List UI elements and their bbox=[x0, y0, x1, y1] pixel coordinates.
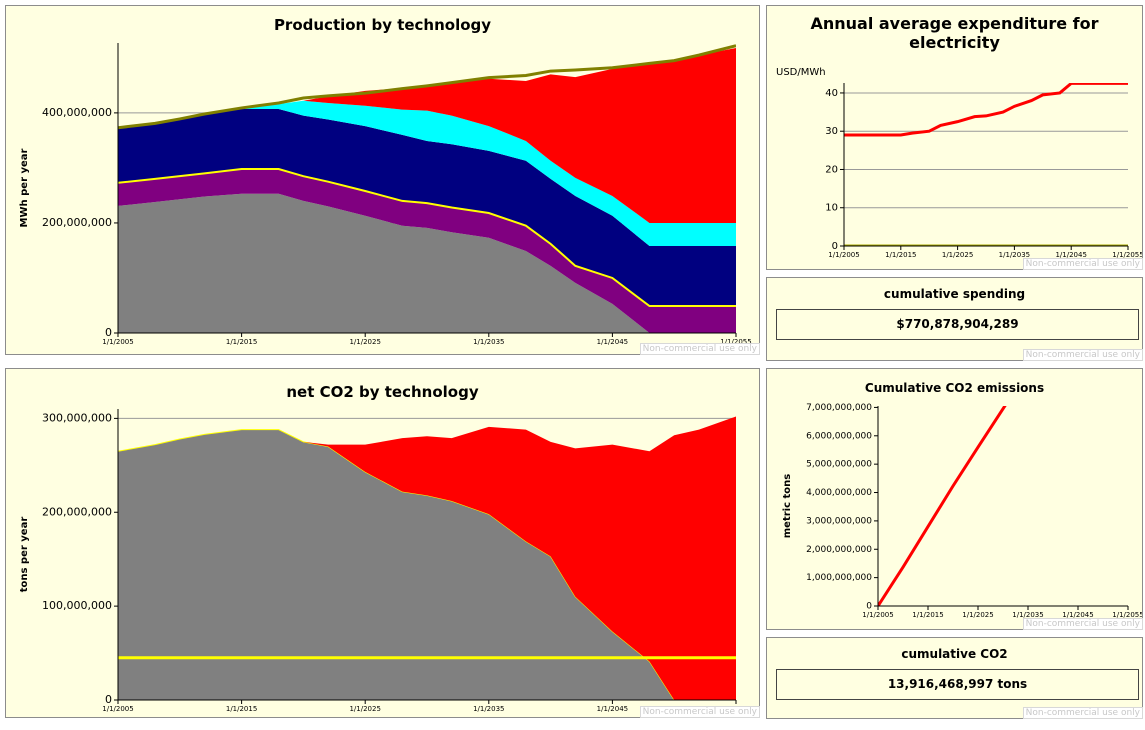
x-tick-label: 1/1/2045 bbox=[1055, 251, 1086, 259]
plot bbox=[844, 83, 1128, 246]
x-tick-label: 1/1/2035 bbox=[1012, 611, 1043, 619]
y-tick-label: 2,000,000,000 bbox=[806, 545, 872, 555]
kpi-panel: cumulative CO2 13,916,468,997 tons Non-com… bbox=[766, 637, 1143, 719]
y-tick-label: 0 bbox=[832, 241, 838, 252]
y-tick-label: 0 bbox=[866, 602, 872, 612]
kpi-value: 13,916,468,997 tons bbox=[776, 669, 1139, 700]
watermark: Non-commercial use only bbox=[639, 706, 760, 718]
y-tick-label: 400,000,000 bbox=[42, 106, 112, 119]
plot bbox=[118, 416, 736, 700]
y-tick-label: 100,000,000 bbox=[42, 599, 112, 612]
x-tick-label: 1/1/2055 bbox=[1112, 611, 1142, 619]
kpi-panel: cumulative spending $770,878,904,289 Non-c… bbox=[766, 277, 1143, 361]
area bbox=[118, 100, 736, 247]
watermark: Non-commercial use only bbox=[1022, 618, 1143, 630]
x-tick-label: 1/1/2005 bbox=[828, 251, 859, 259]
watermark: Non-commercial use only bbox=[1022, 707, 1143, 719]
y-unit: USD/MWh bbox=[776, 67, 826, 78]
y-tick-label: 5,000,000,000 bbox=[806, 460, 872, 470]
x-tick-label: 1/1/2015 bbox=[912, 611, 943, 619]
chart-title: net CO2 by technology bbox=[286, 383, 479, 401]
y-tick-label: 4,000,000,000 bbox=[806, 488, 872, 498]
y-tick-label: 0 bbox=[105, 326, 112, 339]
chart: 0 200,000,000 400,000,000 1/1/2005 1/1/2015 1… bbox=[19, 43, 752, 346]
chart-title: Annual average expenditure for electrici… bbox=[810, 14, 1099, 52]
y-tick-label: 10 bbox=[825, 203, 838, 214]
area bbox=[118, 193, 736, 333]
chart: 0 10 20 30 40 1/1/2005 1/1/2015 1/1/2025 1/1/203… bbox=[776, 67, 1142, 259]
x-tick-label: 1/1/2015 bbox=[226, 705, 257, 713]
x-tick-label: 1/1/2005 bbox=[102, 705, 133, 713]
line bbox=[118, 44, 736, 130]
x-tick-label: 1/1/2035 bbox=[473, 338, 504, 346]
area bbox=[118, 109, 736, 307]
kpi-label: cumulative spending bbox=[883, 287, 1026, 301]
y-tick-label: 30 bbox=[825, 126, 838, 137]
x-tick-label: 1/1/2025 bbox=[942, 251, 973, 259]
x-tick-label: 1/1/2055 bbox=[1112, 251, 1142, 259]
y-tick-label: 300,000,000 bbox=[42, 411, 112, 424]
y-tick-label: 0 bbox=[105, 693, 112, 706]
y-tick-label: 200,000,000 bbox=[42, 505, 112, 518]
line bbox=[878, 406, 1007, 606]
y-tick-label: 7,000,000,000 bbox=[806, 403, 872, 413]
y-axis-label: metric tons bbox=[782, 474, 793, 539]
y-axis-label: tons per year bbox=[19, 517, 30, 593]
kpi-label: cumulative CO2 bbox=[901, 647, 1008, 661]
plot bbox=[118, 44, 736, 333]
x-tick-label: 1/1/2025 bbox=[349, 338, 380, 346]
watermark: Non-commercial use only bbox=[639, 343, 760, 355]
x-tick-label: 1/1/2025 bbox=[349, 705, 380, 713]
line bbox=[844, 83, 1128, 137]
y-tick-label: 3,000,000,000 bbox=[806, 516, 872, 526]
area bbox=[118, 416, 736, 700]
kpi-value: $770,878,904,289 bbox=[776, 309, 1139, 340]
x-tick-label: 1/1/2005 bbox=[102, 338, 133, 346]
y-tick-label: 200,000,000 bbox=[42, 216, 112, 229]
x-tick-label: 1/1/2015 bbox=[226, 338, 257, 346]
watermark: Non-commercial use only bbox=[1022, 349, 1143, 361]
chart-panel: 0 200,000,000 400,000,000 1/1/2005 1/1/2015 1… bbox=[5, 5, 760, 355]
y-axis-label: MWh per year bbox=[19, 148, 30, 227]
x-tick-label: 1/1/2045 bbox=[597, 338, 628, 346]
area bbox=[118, 47, 736, 223]
x-tick-label: 1/1/2015 bbox=[885, 251, 916, 259]
chart-panel: 0 100,000,000 200,000,000 300,000,000 1/1/20… bbox=[5, 368, 760, 718]
chart-panel: 0 10 20 30 40 1/1/2005 1/1/2015 1/1/2025 1/1/203… bbox=[766, 5, 1143, 270]
x-tick-label: 1/1/2025 bbox=[962, 611, 993, 619]
x-tick-label: 1/1/2005 bbox=[862, 611, 893, 619]
line bbox=[118, 168, 736, 308]
area bbox=[118, 429, 736, 700]
plot bbox=[878, 406, 1007, 606]
watermark: Non-commercial use only bbox=[1022, 258, 1143, 270]
x-tick-label: 1/1/2035 bbox=[473, 705, 504, 713]
chart: 0 100,000,000 200,000,000 300,000,000 1/1/20… bbox=[19, 409, 752, 713]
y-tick-label: 6,000,000,000 bbox=[806, 431, 872, 441]
x-tick-label: 1/1/2045 bbox=[1062, 611, 1093, 619]
chart-title: Cumulative CO2 emissions bbox=[864, 381, 1045, 395]
x-tick-label: 1/1/2045 bbox=[597, 705, 628, 713]
x-tick-label: 1/1/2035 bbox=[999, 251, 1030, 259]
chart-title: Production by technology bbox=[273, 16, 492, 34]
chart-panel: 0 1,000,000,000 2,000,000,000 3,000,000,000… bbox=[766, 368, 1143, 630]
y-tick-label: 40 bbox=[825, 88, 838, 99]
chart: 0 1,000,000,000 2,000,000,000 3,000,000,000… bbox=[782, 403, 1142, 619]
x-tick-label: 1/1/2055 bbox=[720, 338, 751, 346]
area bbox=[118, 169, 736, 333]
y-tick-label: 1,000,000,000 bbox=[806, 573, 872, 583]
y-tick-label: 20 bbox=[825, 164, 838, 175]
